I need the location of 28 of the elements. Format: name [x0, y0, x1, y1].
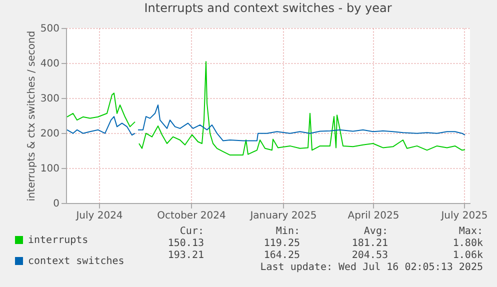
x-tick-label: April 2025 [348, 210, 400, 222]
y-tick-label: 500 [40, 24, 60, 34]
text: 204.53 [352, 250, 388, 261]
text: 164.25 [264, 250, 300, 261]
x-tick-label: October 2024 [157, 210, 226, 222]
y-tick-label: 200 [40, 128, 60, 140]
text: 119.25 [264, 238, 300, 249]
text: Avg: [364, 226, 388, 237]
text: Max: [458, 226, 483, 237]
y-axis-title: interrupts & ctx switches / second [26, 30, 38, 202]
x-tick-label: January 2025 [249, 210, 317, 222]
text: 193.21 [168, 250, 204, 261]
y-tick-label: 0 [53, 198, 60, 210]
text: Last update: Wed Jul 16 02:05:13 2025 [260, 262, 483, 273]
legend-label: interrupts [28, 235, 88, 246]
y-tick-label: 100 [40, 164, 60, 174]
x-tick-label: July 2024 [75, 210, 123, 222]
y-tick-label: 300 [40, 94, 60, 104]
y-tick-label: 400 [40, 58, 60, 70]
text: 150.13 [168, 238, 204, 249]
text: 1.80k [452, 238, 483, 249]
x-tick-label: July 2025 [440, 210, 488, 222]
text: 181.21 [352, 238, 388, 249]
text: Cur: [180, 226, 204, 237]
text: 1.06k [452, 250, 483, 261]
chart-title: Interrupts and context switches - by year [144, 1, 392, 15]
legend-label: context switches [28, 256, 124, 267]
text: Min: [276, 226, 300, 237]
